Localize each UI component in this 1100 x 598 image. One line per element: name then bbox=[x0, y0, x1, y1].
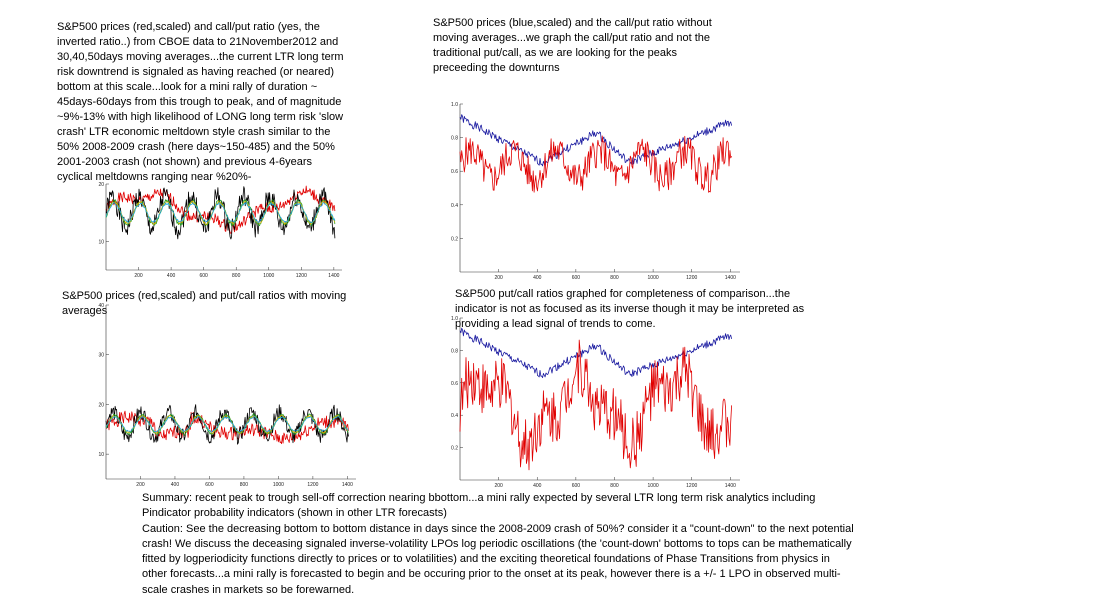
x-tick-label: 400 bbox=[167, 273, 176, 279]
chart-bottom-left: 200 400 600 800 1000 1200 1400 40 30 20 10 bbox=[98, 303, 356, 488]
y-tick-label: 0.4 bbox=[451, 203, 458, 209]
y-tick-label: 0.6 bbox=[451, 381, 458, 387]
y-tick-label: 1.0 bbox=[451, 316, 458, 322]
chart-top-left: 200 400 600 800 1000 1200 1400 20 10 bbox=[98, 182, 342, 279]
x-tick-label: 200 bbox=[494, 483, 503, 489]
x-tick-label: 200 bbox=[134, 273, 143, 279]
x-tick-label: 1400 bbox=[328, 273, 339, 279]
x-tick-label: 600 bbox=[199, 273, 208, 279]
x-tick-label: 1200 bbox=[307, 482, 318, 488]
x-tick-label: 1400 bbox=[725, 483, 736, 489]
y-tick-label: 0.6 bbox=[451, 169, 458, 175]
x-tick-label: 800 bbox=[610, 483, 619, 489]
caption-top-left: S&P500 prices (red,scaled) and call/put … bbox=[57, 21, 344, 183]
series-line-red bbox=[105, 185, 336, 234]
x-tick-label: 600 bbox=[205, 482, 214, 488]
y-tick-label: 0.2 bbox=[451, 446, 458, 452]
y-tick-label: 1.0 bbox=[451, 102, 458, 108]
x-tick-label: 1000 bbox=[263, 273, 274, 279]
x-tick-label: 200 bbox=[494, 275, 503, 281]
chart-bottom-right: 200 400 600 800 1000 1200 1400 1.0 0.8 0.6 0.4 0.2 bbox=[451, 316, 740, 489]
y-tick-label: 10 bbox=[98, 452, 104, 458]
series-line-red bbox=[459, 135, 732, 193]
x-tick-label: 800 bbox=[232, 273, 241, 279]
y-tick-label: 0.2 bbox=[451, 236, 458, 242]
x-tick-label: 600 bbox=[572, 483, 581, 489]
x-tick-label: 1000 bbox=[648, 275, 659, 281]
x-tick-label: 1200 bbox=[686, 483, 697, 489]
series-line-blue bbox=[459, 327, 732, 379]
series-line-black bbox=[105, 186, 336, 240]
chart-top-right: 200 400 600 800 1000 1200 1400 1.0 0.8 0.6 0.4 0.2 bbox=[451, 102, 740, 281]
summary-text: Summary: recent peak to trough sell-off … bbox=[142, 492, 854, 596]
x-tick-label: 600 bbox=[572, 275, 581, 281]
series-line-red bbox=[459, 339, 732, 471]
x-tick-label: 1400 bbox=[342, 482, 353, 488]
series-line-black bbox=[105, 404, 349, 445]
y-tick-label: 10 bbox=[98, 239, 104, 245]
y-tick-label: 0.4 bbox=[451, 413, 458, 419]
x-tick-label: 200 bbox=[136, 482, 145, 488]
x-tick-label: 800 bbox=[240, 482, 249, 488]
x-tick-label: 1400 bbox=[725, 275, 736, 281]
series-line-blue bbox=[459, 114, 732, 167]
x-tick-label: 1000 bbox=[273, 482, 284, 488]
series-line-cyan bbox=[105, 202, 336, 224]
y-tick-label: 20 bbox=[98, 182, 104, 188]
caption-top-right: S&P500 prices (blue,scaled) and the call… bbox=[433, 17, 712, 74]
y-tick-label: 0.8 bbox=[451, 136, 458, 142]
y-tick-label: 40 bbox=[98, 303, 104, 309]
y-tick-label: 20 bbox=[98, 402, 104, 408]
y-tick-label: 0.8 bbox=[451, 348, 458, 354]
caption-bottom-right: S&P500 put/call ratios graphed for compl… bbox=[455, 288, 805, 330]
x-tick-label: 400 bbox=[533, 275, 542, 281]
caption-bottom-left: S&P500 prices (red,scaled) and put/call … bbox=[62, 290, 347, 317]
series-line-cyan bbox=[105, 415, 349, 433]
x-tick-label: 400 bbox=[171, 482, 180, 488]
x-tick-label: 1200 bbox=[686, 275, 697, 281]
x-tick-label: 800 bbox=[610, 275, 619, 281]
x-tick-label: 1000 bbox=[648, 483, 659, 489]
x-tick-label: 400 bbox=[533, 483, 542, 489]
y-tick-label: 30 bbox=[98, 353, 104, 359]
x-tick-label: 1200 bbox=[296, 273, 307, 279]
